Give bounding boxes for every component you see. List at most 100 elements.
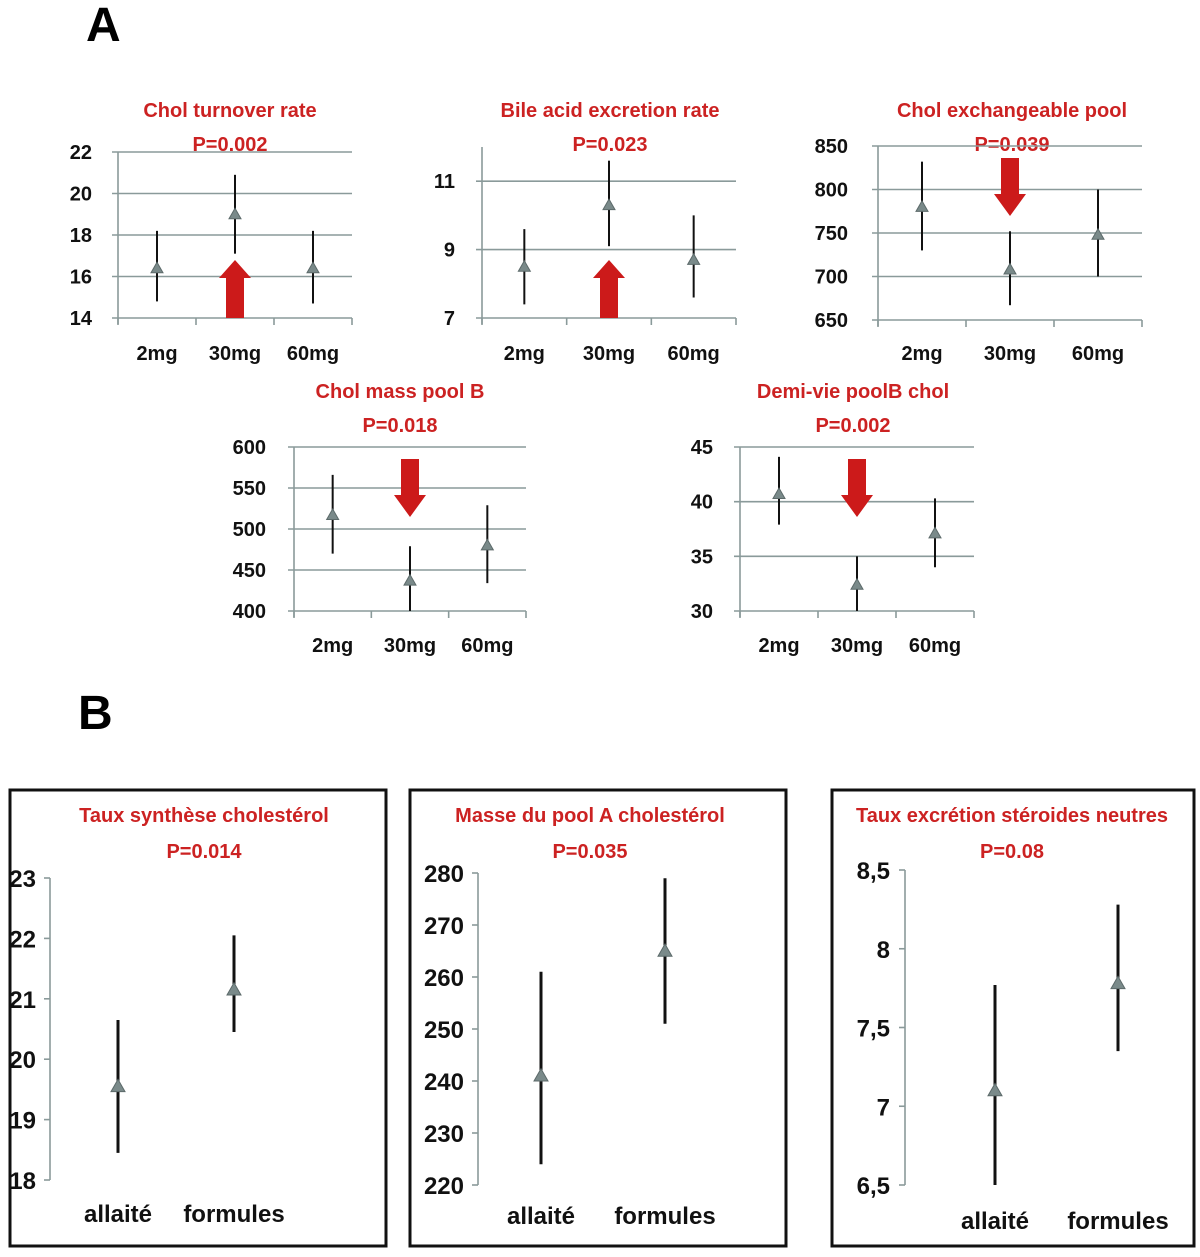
chart-4: Chol mass pool B P=0.018 600 550 500 450 400 2m… — [233, 381, 527, 657]
arrow-up-icon — [593, 260, 625, 318]
data-point-marker — [403, 573, 417, 586]
chart-3: Chol exchangeable pool P=0.039 850 800 750 70… — [815, 100, 1143, 365]
y-tick-label: 30 — [691, 601, 713, 623]
y-tick-label: 450 — [233, 560, 266, 582]
y-tick-label: 23 — [9, 866, 36, 893]
x-category-label: 60mg — [461, 635, 513, 657]
chart-title: Demi-vie poolB chol — [757, 381, 949, 403]
y-tick-label: 6,5 — [857, 1173, 890, 1200]
data-point-marker — [987, 1082, 1003, 1097]
y-tick-label: 20 — [9, 1047, 36, 1074]
x-category-label: formules — [183, 1201, 284, 1228]
arrow-down-icon — [841, 459, 873, 517]
chart-frame — [830, 788, 1196, 1248]
chart-title: Chol turnover rate — [143, 100, 316, 122]
y-tick-label: 7 — [444, 308, 455, 330]
data-point-marker — [533, 1067, 549, 1082]
y-tick-label: 16 — [70, 267, 92, 289]
chart-title: Taux excrétion stéroides neutres — [856, 805, 1168, 827]
y-tick-label: 850 — [815, 136, 848, 158]
chart-p-value: P=0.023 — [572, 134, 647, 156]
data-point-marker — [110, 1078, 126, 1093]
x-category-label: formules — [614, 1203, 715, 1230]
x-category-label: 2mg — [312, 635, 353, 657]
chart-p-value: P=0.014 — [166, 841, 242, 863]
data-point-marker — [686, 252, 701, 265]
chart-1: Chol turnover rate P=0.002 22 20 18 16 14 2mg 30… — [70, 100, 353, 365]
y-tick-label: 9 — [444, 240, 455, 262]
data-point-marker — [228, 207, 242, 220]
chart-p-value: P=0.002 — [192, 134, 267, 156]
data-point-marker — [306, 261, 320, 274]
x-category-label: allaité — [961, 1208, 1029, 1235]
chart-p-value: P=0.039 — [974, 134, 1049, 156]
panel-label-a: A — [86, 0, 121, 52]
y-tick-label: 14 — [70, 308, 93, 330]
x-category-label: 60mg — [287, 343, 339, 365]
y-tick-label: 650 — [815, 310, 848, 332]
data-point-marker — [657, 942, 673, 957]
y-tick-label: 600 — [233, 437, 266, 459]
x-category-label: 30mg — [384, 635, 436, 657]
y-tick-label: 19 — [9, 1108, 36, 1135]
chart-6: Taux synthèse cholestérol P=0.014 23 22 21 20… — [8, 788, 388, 1248]
y-tick-label: 270 — [424, 913, 464, 940]
chart-frame — [408, 788, 788, 1248]
y-tick-label: 240 — [424, 1069, 464, 1096]
chart-title: Taux synthèse cholestérol — [79, 805, 329, 827]
chart-p-value: P=0.018 — [362, 415, 437, 437]
y-tick-label: 11 — [434, 171, 455, 193]
arrow-down-icon — [394, 459, 426, 517]
data-point-marker — [226, 981, 242, 996]
data-point-marker — [772, 487, 786, 500]
x-category-label: 30mg — [831, 635, 883, 657]
chart-p-value: P=0.002 — [815, 415, 890, 437]
y-tick-label: 500 — [233, 519, 266, 541]
y-tick-label: 250 — [424, 1017, 464, 1044]
y-tick-label: 18 — [70, 225, 92, 247]
chart-frame — [8, 788, 388, 1248]
x-category-label: 30mg — [583, 343, 635, 365]
y-tick-label: 750 — [815, 223, 848, 245]
y-tick-label: 220 — [424, 1173, 464, 1200]
x-category-label: 30mg — [984, 343, 1036, 365]
y-tick-label: 22 — [9, 926, 36, 953]
data-point-marker — [915, 199, 929, 212]
arrow-up-icon — [219, 260, 251, 318]
y-tick-label: 550 — [233, 478, 266, 500]
data-point-marker — [150, 261, 164, 274]
chart-p-value: P=0.08 — [980, 841, 1044, 863]
data-point-marker — [928, 526, 942, 539]
x-category-label: allaité — [84, 1201, 152, 1228]
data-point-marker — [1091, 227, 1105, 240]
y-tick-label: 280 — [424, 861, 464, 888]
chart-title: Bile acid excretion rate — [501, 100, 720, 122]
x-category-label: formules — [1067, 1208, 1168, 1235]
x-category-label: 60mg — [668, 343, 720, 365]
arrow-down-icon — [994, 158, 1026, 216]
x-category-label: allaité — [507, 1203, 575, 1230]
y-tick-label: 260 — [424, 965, 464, 992]
x-category-label: 2mg — [504, 343, 545, 365]
y-tick-label: 40 — [691, 492, 713, 514]
x-category-label: 30mg — [209, 343, 261, 365]
data-point-marker — [325, 508, 340, 521]
y-tick-label: 230 — [424, 1121, 464, 1148]
y-tick-label: 22 — [70, 142, 92, 164]
y-tick-label: 35 — [691, 546, 713, 568]
y-tick-label: 20 — [70, 184, 92, 206]
y-tick-label: 21 — [9, 987, 36, 1014]
y-tick-label: 45 — [691, 437, 713, 459]
chart-8: Taux excrétion stéroides neutres P=0.08 8,… — [830, 788, 1196, 1248]
data-point-marker — [517, 259, 532, 272]
y-tick-label: 18 — [9, 1168, 36, 1195]
chart-2: Bile acid excretion rate P=0.023 11 9 7 2mg 30… — [434, 100, 737, 365]
y-tick-label: 800 — [815, 180, 848, 202]
data-point-marker — [850, 577, 864, 590]
chart-title: Chol exchangeable pool — [897, 100, 1127, 122]
y-tick-label: 8 — [877, 937, 890, 964]
data-point-marker — [1110, 975, 1126, 990]
x-category-label: 2mg — [136, 343, 177, 365]
data-point-marker — [1003, 262, 1017, 275]
